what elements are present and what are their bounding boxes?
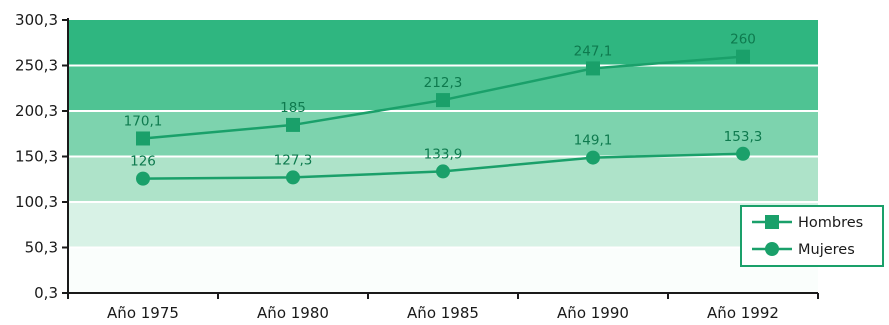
x-ticks: Año 1975 Año 1980 Año 1985 Año 1990 Año 1992 [67,293,819,322]
data-label: 212,3 [424,75,463,91]
legend-marker-square [765,215,779,229]
legend-item-mujeres: Mujeres [752,242,855,258]
data-point-circle [136,171,150,186]
data-label: 170,1 [124,113,163,129]
x-category-label: Año 1990 [557,304,629,322]
y-tick-label: 200,3 [15,102,58,120]
data-label: 260 [730,32,756,48]
grid-lines [68,64,818,249]
data-point-circle [736,146,750,161]
y-tick-label: 0,3 [34,284,58,302]
data-point-circle [586,150,600,165]
y-tick-label: 250,3 [15,57,58,75]
x-category-label: Año 1980 [257,304,329,322]
legend-box [740,205,884,267]
band-5 [68,20,818,66]
data-label: 126 [130,154,156,170]
series-mujeres: 126 127,3 133,9 149,1 153,3 [130,129,762,186]
y-tick-label: 150,3 [15,148,58,166]
data-point-square [586,61,600,76]
y-tick-label: 300,3 [15,11,58,29]
x-category-label: Año 1975 [107,304,179,322]
data-label: 247,1 [574,43,613,59]
band-0 [68,247,818,293]
legend-label: Hombres [798,215,863,231]
data-label: 149,1 [574,133,613,149]
data-label: 153,3 [724,129,763,145]
data-label: 127,3 [274,152,313,168]
y-tick-label: 100,3 [15,193,58,211]
x-category-label: Año 1985 [407,304,479,322]
legend-marker-circle [765,242,779,256]
y-ticks: 0,3 50,3 100,3 150,3 200,3 250,3 300,3 [15,11,68,302]
data-label: 133,9 [424,146,463,162]
data-point-circle [286,170,300,185]
data-point-square [136,131,150,146]
data-point-square [736,49,750,64]
data-label: 185 [280,100,306,116]
series-hombres: 170,1 185 212,3 247,1 260 [124,32,756,146]
x-category-label: Año 1992 [707,304,779,322]
legend-item-hombres: Hombres [752,215,863,231]
band-1 [68,202,818,248]
legend-label: Mujeres [798,242,855,258]
data-point-square [286,117,300,132]
data-point-square [436,93,450,108]
data-point-circle [436,164,450,179]
legend: Hombres Mujeres [740,205,884,267]
y-tick-label: 50,3 [25,239,58,257]
